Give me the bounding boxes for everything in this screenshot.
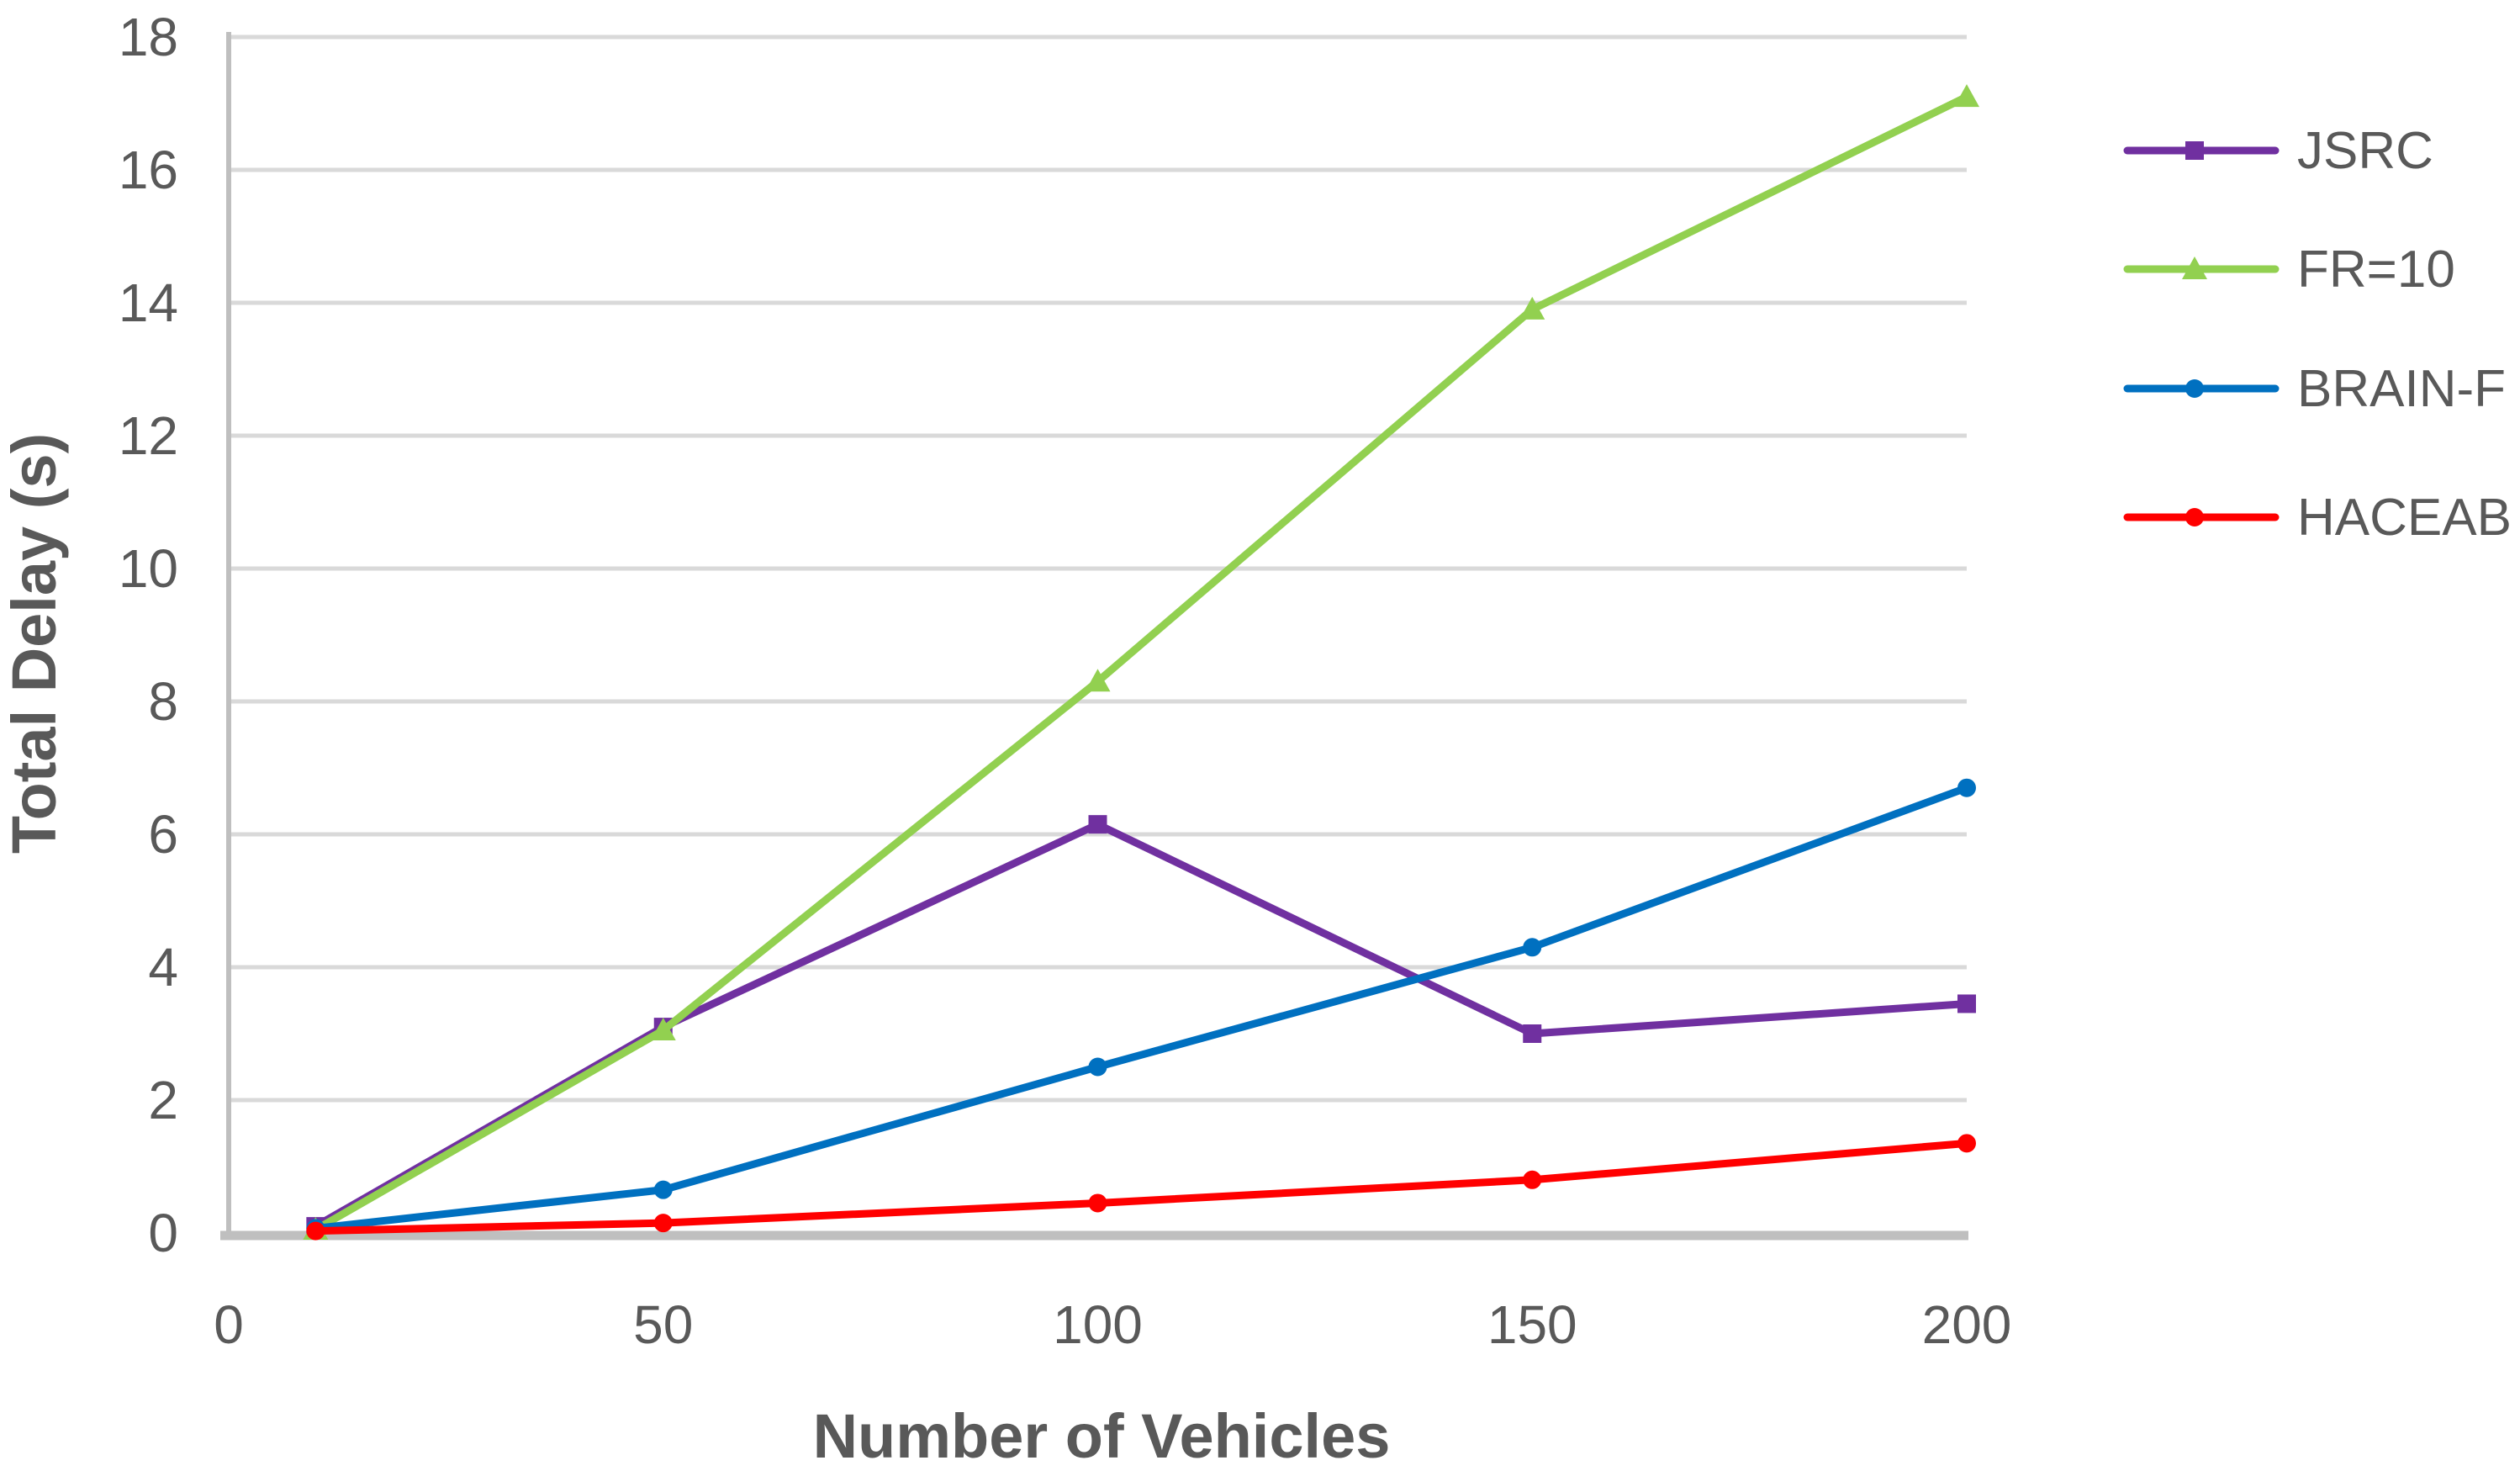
- series-haceab: [306, 1134, 1976, 1241]
- x-axis-title: Number of Vehicles: [813, 1401, 1391, 1471]
- x-tick-label-150: 150: [1487, 1294, 1577, 1355]
- data-point-fr-10-150: [1519, 296, 1545, 320]
- series-line-fr-10: [311, 93, 1971, 1234]
- y-tick-label-0: 0: [148, 1203, 178, 1263]
- y-tick-label-12: 12: [119, 405, 178, 466]
- data-point-fr-10-100: [1085, 669, 1111, 692]
- data-point-haceab-10: [306, 1221, 325, 1241]
- data-point-haceab-200: [1957, 1134, 1976, 1153]
- x-tick-label-100: 100: [1053, 1294, 1143, 1355]
- series-line-haceab: [311, 1139, 1971, 1236]
- x-tick-label-0: 0: [214, 1294, 244, 1355]
- y-tick-label-8: 8: [148, 671, 178, 732]
- y-tick-label-10: 10: [119, 538, 178, 599]
- series-fr-10: [303, 84, 1979, 1241]
- data-point-brain-f-150: [1523, 938, 1542, 957]
- y-tick-label-14: 14: [119, 273, 178, 333]
- legend-label-haceab: HACEAB: [2297, 489, 2512, 547]
- y-axis-title: Total Delay (s): [0, 433, 69, 854]
- legend-item-jsrc: JSRC: [2123, 122, 2433, 180]
- data-point-haceab-150: [1523, 1170, 1542, 1189]
- legend-item-brain-f: BRAIN-F: [2123, 360, 2506, 418]
- data-point-jsrc-200: [1957, 994, 1976, 1013]
- axes: [220, 32, 1968, 1241]
- data-point-haceab-50: [653, 1214, 673, 1233]
- data-point-jsrc-100: [1088, 815, 1107, 834]
- gridlines: [229, 34, 1967, 1103]
- data-point-haceab-100: [1088, 1193, 1107, 1213]
- data-point-jsrc-150: [1523, 1024, 1542, 1043]
- y-tick-label-18: 18: [119, 7, 178, 67]
- legend-marker-haceab: [2185, 508, 2204, 526]
- x-tick-label-200: 200: [1922, 1294, 2012, 1355]
- y-tick-label-6: 6: [148, 804, 178, 865]
- legend-marker-fr-10: [2182, 257, 2207, 279]
- legend-item-fr-10: FR=10: [2123, 241, 2455, 299]
- series-layer: [303, 84, 1979, 1241]
- data-point-brain-f-200: [1957, 778, 1976, 797]
- legend-label-fr-10: FR=10: [2297, 241, 2455, 299]
- legend-marker-brain-f: [2185, 379, 2204, 398]
- data-point-brain-f-100: [1088, 1057, 1107, 1077]
- y-tick-label-2: 2: [148, 1070, 178, 1130]
- tick-labels: 0 2 4 6 8 10 12 14 16 18 0 50 100 150 200: [119, 7, 2012, 1355]
- legend-label-jsrc: JSRC: [2297, 122, 2433, 180]
- legend-label-brain-f: BRAIN-F: [2297, 360, 2506, 418]
- data-point-fr-10-50: [650, 1018, 676, 1041]
- data-point-fr-10-200: [1954, 84, 1979, 108]
- x-tick-label-50: 50: [633, 1294, 693, 1355]
- legend: JSRC FR=10 BRAIN-F HACEAB: [2123, 122, 2512, 547]
- data-point-brain-f-50: [653, 1180, 673, 1199]
- legend-marker-jsrc: [2185, 141, 2204, 160]
- y-tick-label-16: 16: [119, 140, 178, 200]
- legend-item-haceab: HACEAB: [2123, 489, 2512, 547]
- y-tick-label-4: 4: [148, 937, 178, 997]
